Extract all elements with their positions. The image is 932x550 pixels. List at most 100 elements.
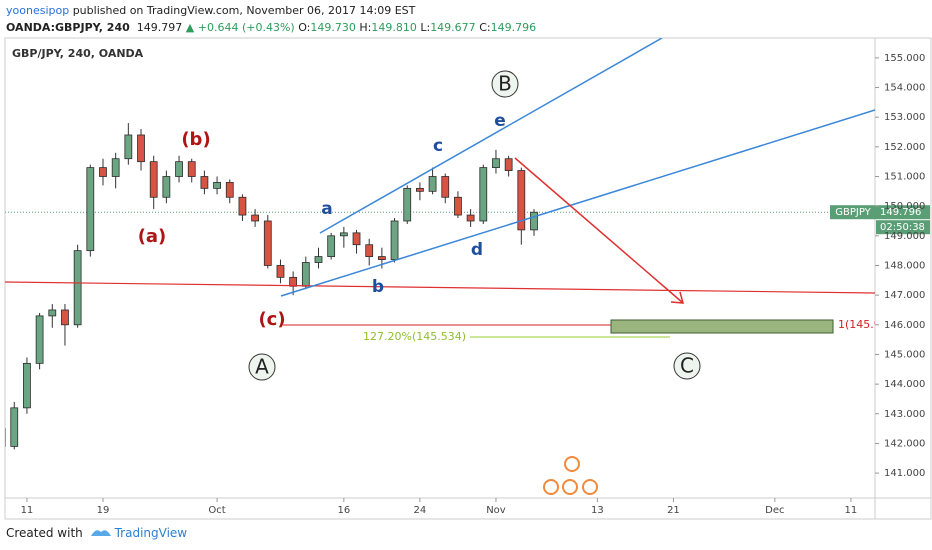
wave-label: a — [321, 199, 332, 219]
c-label: C: — [479, 21, 491, 34]
x-tick-label: 11 — [21, 505, 34, 516]
candle-body — [517, 170, 526, 231]
candle-body — [352, 232, 361, 246]
candle-body — [213, 182, 221, 189]
y-tick-label: 155.000 — [884, 53, 925, 64]
wave-label: c — [433, 136, 443, 156]
y-tick-label: 148.000 — [884, 260, 925, 271]
y-tick-label: 146.000 — [884, 320, 925, 331]
l: 149.677 — [430, 21, 476, 34]
change: ▲ +0.644 (+0.43%) — [185, 21, 295, 34]
fib-label: 127.20%(145.534) — [363, 330, 466, 343]
o-label: O: — [298, 21, 311, 34]
y-tick-label: 144.000 — [884, 379, 925, 390]
candle-body — [175, 161, 183, 177]
target-label: 1(145.9 — [838, 318, 881, 331]
x-tick-label: 13 — [591, 505, 604, 516]
wave-label: e — [494, 111, 506, 131]
wave-circle — [491, 70, 519, 98]
candle-body — [225, 182, 234, 198]
y-tick-label: 154.000 — [884, 83, 925, 94]
x-tick-label: Dec — [765, 505, 784, 516]
ticker-tag — [830, 205, 876, 220]
x-tick-label: 19 — [97, 505, 110, 516]
wave-label: (c) — [258, 309, 285, 330]
target-zone — [610, 319, 834, 334]
last-price-label: 149.796 — [880, 207, 921, 218]
y-tick-label: 145.000 — [884, 349, 925, 360]
x-tick-label: 24 — [414, 505, 427, 516]
frame — [4, 37, 932, 520]
candle-body — [5, 428, 6, 447]
published: published on TradingView.com, November 0… — [72, 4, 416, 17]
brand[interactable]: TradingView — [114, 526, 188, 540]
candle-body — [187, 161, 196, 177]
candle-body — [365, 244, 374, 257]
x-tick-label: 16 — [337, 505, 350, 516]
candle-body — [377, 256, 386, 260]
y-tick-label: 153.000 — [884, 112, 925, 123]
countdown-tag — [876, 220, 930, 235]
y-tick-label: 151.000 — [884, 172, 925, 183]
x-tick-label: Oct — [208, 505, 225, 516]
wave-circle — [673, 352, 701, 380]
y-tick-label: 150.000 — [884, 201, 925, 212]
candle-body — [492, 158, 500, 169]
wave-label: C — [680, 354, 694, 378]
wave-label: A — [255, 355, 269, 379]
l-label: L: — [420, 21, 431, 34]
event-icons — [543, 456, 598, 495]
candle-body — [10, 407, 19, 447]
wave-label: (a) — [138, 226, 167, 247]
logo — [90, 530, 111, 536]
y-tick-label: 143.000 — [884, 409, 925, 420]
candle-body — [428, 176, 437, 192]
h: 149.810 — [371, 21, 417, 34]
candle-body — [111, 158, 120, 177]
candle-body — [416, 187, 424, 192]
wave-label: b — [372, 277, 384, 297]
candle-body — [289, 276, 298, 287]
candle-body — [124, 134, 133, 160]
c: 149.796 — [490, 21, 537, 34]
candle-body — [339, 232, 348, 237]
candle-body — [99, 167, 107, 177]
chart-title: GBP/JPY, 240, OANDA — [12, 47, 144, 60]
arrow — [514, 157, 684, 304]
wave-circle — [248, 353, 276, 381]
wave-label: d — [471, 240, 483, 260]
last-price-tag — [876, 205, 930, 220]
quote-line: OANDA:GBPJPY, 240 149.797 ▲ +0.644 (+0.4… — [6, 19, 536, 36]
wave-label: B — [498, 72, 512, 96]
x-tick-label: Nov — [486, 505, 506, 516]
x-tick-label: 21 — [667, 505, 680, 516]
y-tick-label: 149.000 — [884, 231, 925, 242]
candle-body — [251, 214, 259, 222]
y-tick-label: 142.000 — [884, 438, 925, 449]
o: 149.730 — [310, 21, 356, 34]
candle-body — [276, 265, 285, 278]
publish-line: yoonesipop published on TradingView.com,… — [6, 2, 536, 19]
candle-body — [48, 309, 57, 317]
candle-body — [454, 196, 462, 216]
trend-line — [5, 281, 875, 294]
candle-body — [390, 220, 399, 260]
candle-body — [162, 176, 171, 198]
candle-body — [23, 362, 31, 409]
candle-body — [61, 309, 69, 326]
h-label: H: — [359, 21, 372, 34]
y-tick-label: 152.000 — [884, 142, 925, 153]
price: 149.797 — [136, 21, 183, 34]
drawings: (a) (b) (c) a b c d e A B C 127.20%(145.… — [5, 38, 881, 495]
candle-body — [263, 220, 272, 266]
price-tag: GBPJPY 02:50:38 — [830, 205, 930, 235]
candle-body — [73, 250, 82, 326]
candle-body — [479, 167, 488, 222]
author[interactable]: yoonesipop — [6, 4, 70, 17]
x-tick-label: 11 — [845, 505, 858, 516]
wave-label: (b) — [181, 129, 210, 150]
candle-body — [441, 176, 450, 198]
y-tick-label: 141.000 — [884, 468, 925, 479]
trend-line — [280, 109, 875, 297]
